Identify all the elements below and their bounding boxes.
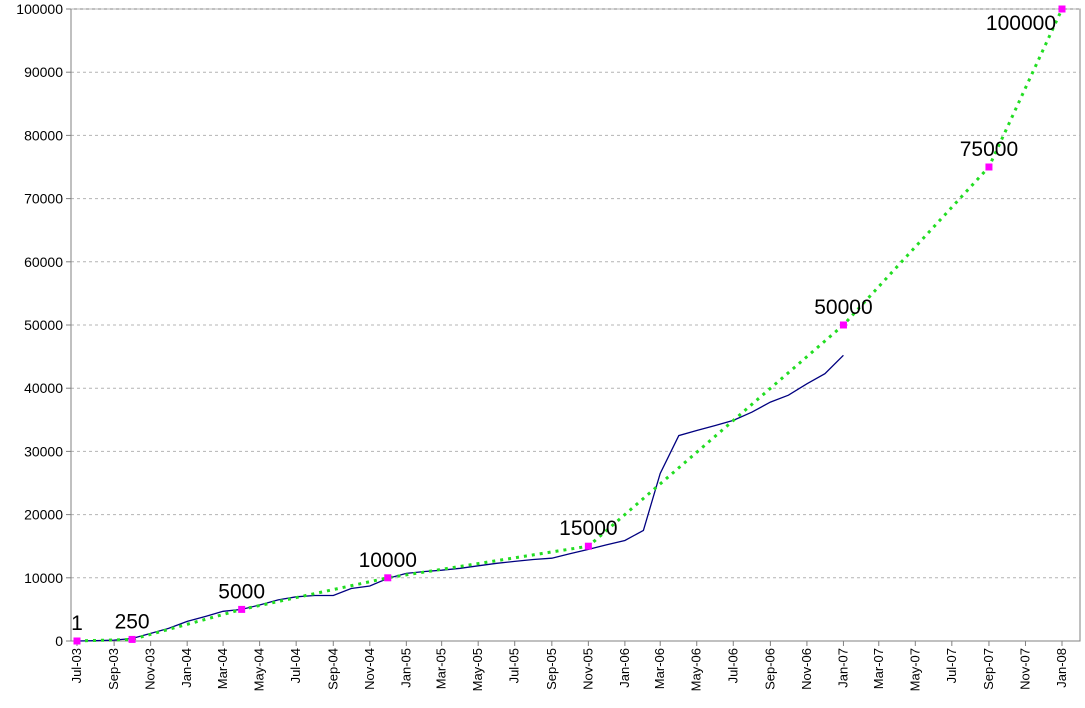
x-tick-label: Nov-07 bbox=[1017, 648, 1032, 690]
x-tick-label: Sep-03 bbox=[106, 648, 121, 690]
y-tick-label: 10000 bbox=[24, 570, 63, 586]
y-tick-label: 80000 bbox=[24, 127, 63, 143]
y-axis: 0 10000 20000 30000 40000 50000 60000 70000 8000… bbox=[16, 1, 71, 649]
series-lines bbox=[76, 8, 1064, 643]
x-tick-label: Jul-03 bbox=[69, 648, 84, 683]
x-tick-label: Mar-05 bbox=[434, 648, 449, 689]
milestone-labels: 1 250 5000 10000 15000 50000 75000 100000 bbox=[71, 12, 1056, 635]
y-tick-label: 50000 bbox=[24, 317, 63, 333]
milestone-label: 10000 bbox=[359, 549, 417, 572]
milestone-label: 5000 bbox=[218, 580, 265, 603]
x-tick-label: Jan-06 bbox=[617, 648, 632, 688]
gridlines bbox=[71, 8, 1080, 579]
milestone-label: 250 bbox=[115, 610, 150, 633]
milestone-label: 75000 bbox=[960, 138, 1018, 161]
actual-series-line bbox=[76, 354, 844, 642]
x-tick-label: Sep-05 bbox=[544, 648, 559, 690]
y-tick-label: 100000 bbox=[16, 1, 63, 17]
milestone-label: 15000 bbox=[559, 517, 617, 540]
x-tick-label: Jul-07 bbox=[944, 648, 959, 683]
x-tick-label: Nov-05 bbox=[580, 648, 595, 690]
y-tick-label: 30000 bbox=[24, 443, 63, 459]
y-tick-label: 60000 bbox=[24, 254, 63, 270]
milestone-marker bbox=[584, 542, 592, 550]
milestone-marker bbox=[985, 163, 993, 171]
x-tick-label: May-04 bbox=[252, 648, 267, 691]
x-tick-label: Jul-06 bbox=[725, 648, 740, 683]
x-tick-label: Jan-05 bbox=[398, 648, 413, 688]
x-tick-label: Jan-04 bbox=[179, 648, 194, 688]
x-tick-label: Jan-07 bbox=[835, 648, 850, 688]
y-tick-label: 90000 bbox=[24, 64, 63, 80]
target-series-line bbox=[76, 8, 1064, 643]
milestone-markers bbox=[73, 5, 1066, 645]
milestone-marker bbox=[1058, 5, 1066, 13]
x-tick-label: May-07 bbox=[907, 648, 922, 691]
x-tick-label: Mar-06 bbox=[652, 648, 667, 689]
milestone-label: 1 bbox=[71, 612, 83, 635]
milestone-marker bbox=[128, 635, 136, 643]
milestone-label: 100000 bbox=[986, 12, 1056, 35]
x-tick-label: Sep-04 bbox=[325, 648, 340, 690]
x-tick-label: May-05 bbox=[470, 648, 485, 691]
x-tick-label: Jul-05 bbox=[507, 648, 522, 683]
milestone-label: 50000 bbox=[814, 296, 872, 319]
milestone-marker bbox=[238, 605, 246, 613]
y-tick-label: 20000 bbox=[24, 507, 63, 523]
x-tick-label: Mar-07 bbox=[871, 648, 886, 689]
x-tick-label: Jul-04 bbox=[288, 648, 303, 683]
x-tick-label: Mar-04 bbox=[215, 648, 230, 689]
x-tick-label: Nov-06 bbox=[799, 648, 814, 690]
milestone-marker bbox=[839, 321, 847, 329]
x-tick-label: May-06 bbox=[689, 648, 704, 691]
x-tick-label: Sep-06 bbox=[762, 648, 777, 690]
y-tick-label: 40000 bbox=[24, 380, 63, 396]
x-tick-label: Nov-03 bbox=[143, 648, 158, 690]
x-tick-label: Sep-07 bbox=[981, 648, 996, 690]
milestone-marker bbox=[73, 637, 81, 645]
x-tick-label: Nov-04 bbox=[362, 648, 377, 690]
x-axis: Jul-03 Sep-03 Nov-03 Jan-04 Mar-04 May-04 Jul-… bbox=[69, 641, 1069, 691]
y-tick-label: 0 bbox=[55, 633, 63, 649]
x-tick-label: Jan-08 bbox=[1054, 648, 1069, 688]
milestone-marker bbox=[384, 574, 392, 582]
y-tick-label: 70000 bbox=[24, 191, 63, 207]
